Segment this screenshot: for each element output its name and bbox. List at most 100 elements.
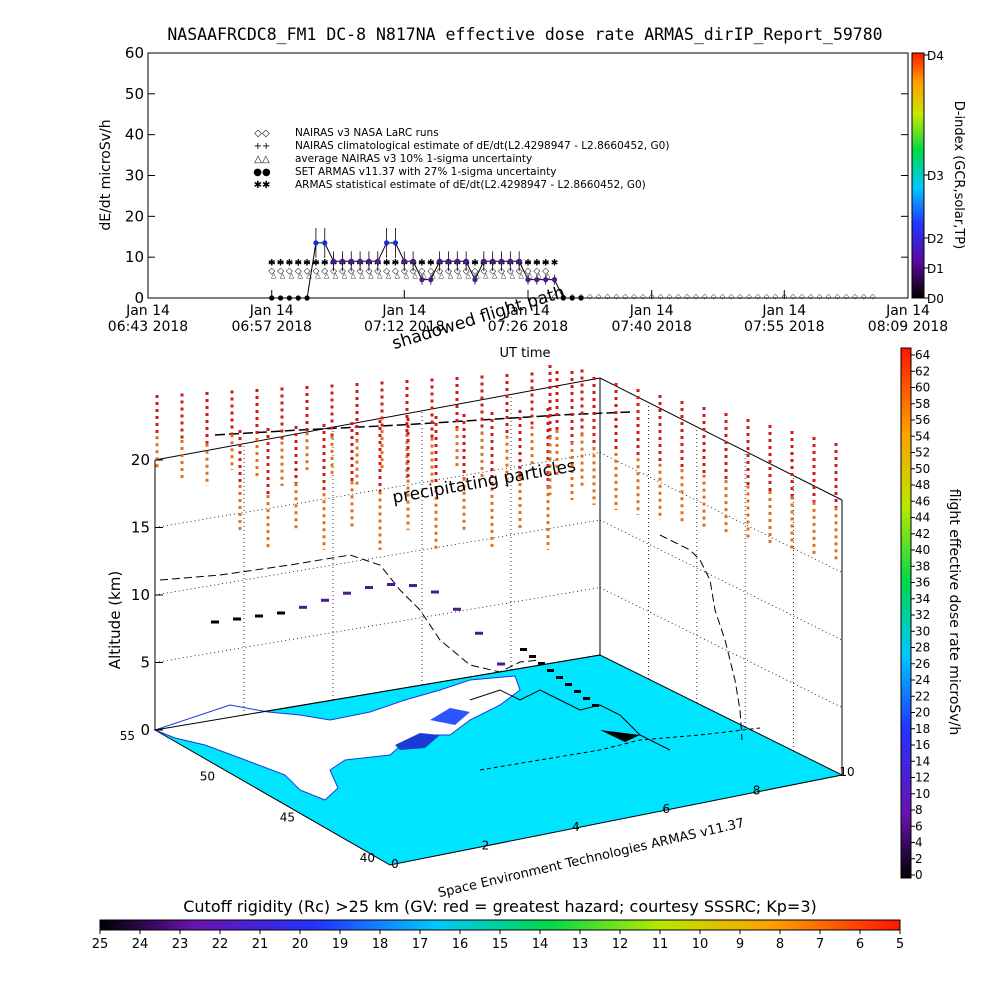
cutoff-tick-label: 15 bbox=[492, 937, 509, 952]
armas-dose-point bbox=[401, 258, 407, 264]
grid-line bbox=[154, 452, 601, 528]
dose-tick-label: 62 bbox=[915, 364, 930, 378]
armas-dose-point bbox=[419, 277, 425, 283]
d-index-tick-label: D3 bbox=[927, 169, 944, 183]
cutoff-tick-label: 5 bbox=[896, 937, 904, 952]
nairas-tail-point: ◇ bbox=[587, 293, 593, 301]
dose-tick-label: 10 bbox=[915, 787, 930, 801]
flight-point bbox=[255, 614, 263, 618]
nairas-tail-point: ◇ bbox=[631, 293, 637, 301]
nairas-point: ◇ bbox=[472, 266, 479, 276]
legend-symbol: △△ bbox=[254, 154, 270, 165]
armas-stat-point: ✱ bbox=[286, 258, 294, 268]
nairas-uncert-point: △ bbox=[510, 271, 516, 279]
nairas-point: ◇ bbox=[454, 266, 461, 276]
armas-dose-point bbox=[410, 258, 416, 264]
dose-colorbar bbox=[900, 347, 912, 879]
nairas-tail-point: ◇ bbox=[817, 293, 823, 301]
nairas-uncert-point: △ bbox=[457, 271, 463, 279]
d-index-ticks: D0 D1 D2 D3 D4 bbox=[924, 49, 944, 306]
dose-tick-label: 0 bbox=[915, 868, 923, 882]
nairas-uncert-point: △ bbox=[395, 271, 401, 279]
d-index-label: D-index (GCR,solar,TP) bbox=[951, 101, 966, 249]
legend-label: SET ARMAS v11.37 with 27% 1-sigma uncert… bbox=[295, 166, 557, 178]
floor-axis: 0 2 4 6 8 10 40 45 50 55 bbox=[120, 729, 855, 871]
altitude-axis: 0 5 10 15 20 bbox=[131, 451, 163, 739]
nairas-uncert-point: △ bbox=[359, 271, 365, 279]
cutoff-rigidity-title: Cutoff rigidity (Rc) >25 km (GV: red = g… bbox=[183, 897, 817, 916]
armas-dose-point bbox=[507, 258, 513, 264]
x-tick-label-date: Jan 14 bbox=[629, 303, 674, 319]
nairas-tail-point: ◇ bbox=[720, 293, 726, 301]
d-index-tick-label: D4 bbox=[927, 49, 944, 63]
armas-dose-point bbox=[366, 258, 372, 264]
nairas-tail-point: ◇ bbox=[711, 293, 717, 301]
armas-stat-point: ✱ bbox=[533, 258, 541, 268]
cutoff-tick-label: 13 bbox=[572, 937, 589, 952]
nairas-point: ◇ bbox=[525, 266, 532, 276]
dose-tick-label: 6 bbox=[915, 819, 923, 833]
cutoff-tick-label: 14 bbox=[532, 937, 549, 952]
nairas-point: ◇ bbox=[330, 266, 337, 276]
armas-dose-point bbox=[330, 258, 337, 264]
timeseries-y-axis: 0 10 20 30 40 50 60 bbox=[125, 44, 908, 307]
nairas-tail-point: ◇ bbox=[640, 293, 646, 301]
armas-dose-point bbox=[578, 295, 584, 301]
legend-label: NAIRAS v3 NASA LaRC runs bbox=[295, 127, 439, 139]
dose-tick-label: 38 bbox=[915, 559, 930, 573]
x-tick-label-date: Jan 14 bbox=[381, 303, 426, 319]
flight-descent-point bbox=[529, 655, 536, 658]
armas-stat-point: ✱ bbox=[277, 258, 285, 268]
armas-dose-point bbox=[569, 295, 575, 301]
legend-label: average NAIRAS v3 10% 1-sigma uncertaint… bbox=[295, 153, 532, 165]
flight-descent-point bbox=[565, 683, 572, 686]
nairas-clim-point: + bbox=[276, 257, 284, 268]
armas-stat-point: ✱ bbox=[321, 258, 329, 268]
armas-dose-point bbox=[560, 295, 566, 301]
armas-dose-point bbox=[295, 295, 301, 301]
nairas-tail-point: ◇ bbox=[799, 293, 805, 301]
armas-dose-point bbox=[392, 240, 399, 246]
nairas-tail-point: ◇ bbox=[667, 293, 673, 301]
nairas-tail-point: ◇ bbox=[676, 293, 682, 301]
nairas-point: ◇ bbox=[277, 266, 284, 276]
dose-tick-label: 44 bbox=[915, 511, 930, 525]
armas-dose-point bbox=[551, 277, 558, 283]
flight-point bbox=[453, 607, 461, 611]
armas-dose-point bbox=[472, 277, 478, 283]
armas-dose-point bbox=[384, 240, 390, 246]
nairas-point: ◇ bbox=[268, 266, 275, 276]
flight-descent-point bbox=[538, 662, 545, 665]
flight-point bbox=[233, 617, 241, 621]
dose-tick-label: 8 bbox=[915, 803, 923, 817]
armas-stat-point: ✱ bbox=[542, 258, 550, 268]
floor-x-tick-label: 2 bbox=[482, 839, 490, 853]
map-marker bbox=[600, 730, 640, 742]
nairas-tail-point: ◇ bbox=[729, 293, 735, 301]
nairas-uncert-point: △ bbox=[368, 271, 374, 279]
armas-dose-point bbox=[525, 277, 531, 283]
nairas-tail-point: ◇ bbox=[684, 293, 690, 301]
dose-tick-label: 4 bbox=[915, 836, 923, 850]
armas-stat-point: ✱ bbox=[294, 258, 302, 268]
nairas-uncert-point: △ bbox=[289, 271, 295, 279]
y-tick-label: 30 bbox=[125, 167, 144, 185]
cutoff-tick-label: 7 bbox=[816, 937, 824, 952]
nairas-uncert-point: △ bbox=[404, 271, 410, 279]
x-tick-label-date: Jan 14 bbox=[761, 303, 806, 319]
nairas-uncert-point: △ bbox=[324, 271, 330, 279]
nairas-point: ◇ bbox=[321, 266, 328, 276]
flight-descent-point bbox=[520, 648, 527, 651]
y-tick-label: 50 bbox=[125, 85, 144, 103]
box-grid bbox=[154, 394, 843, 751]
nairas-tail-point: ◇ bbox=[658, 293, 664, 301]
nairas-clim-point: + bbox=[268, 257, 276, 268]
grid-line bbox=[154, 519, 601, 596]
armas-dose-point bbox=[348, 258, 354, 264]
nairas-tail-point: ◇ bbox=[826, 293, 832, 301]
x-tick-label-time: 06:43 2018 bbox=[108, 319, 188, 335]
nairas-tail-point: ◇ bbox=[755, 293, 761, 301]
dose-tick-label: 22 bbox=[915, 689, 930, 703]
